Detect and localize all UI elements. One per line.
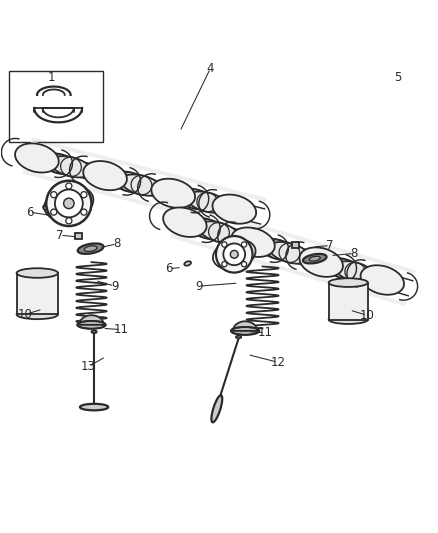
Text: 11: 11: [113, 323, 129, 336]
Ellipse shape: [17, 268, 58, 278]
Text: 5: 5: [394, 71, 401, 84]
Ellipse shape: [43, 205, 51, 209]
Text: 7: 7: [326, 239, 334, 252]
Text: 8: 8: [113, 237, 120, 251]
Circle shape: [51, 209, 57, 215]
Ellipse shape: [199, 221, 239, 243]
Ellipse shape: [328, 278, 368, 287]
Text: 1: 1: [48, 71, 55, 84]
Circle shape: [241, 262, 247, 267]
Text: 9: 9: [196, 280, 203, 293]
Circle shape: [55, 189, 83, 217]
Ellipse shape: [43, 204, 51, 209]
Ellipse shape: [187, 191, 228, 213]
Ellipse shape: [78, 321, 106, 329]
Text: 7: 7: [57, 229, 64, 241]
Ellipse shape: [92, 330, 97, 333]
Ellipse shape: [212, 195, 256, 224]
Text: 10: 10: [18, 308, 33, 321]
Ellipse shape: [328, 315, 368, 324]
Ellipse shape: [163, 207, 207, 237]
Ellipse shape: [51, 156, 92, 177]
Ellipse shape: [152, 179, 195, 208]
Text: 6: 6: [26, 206, 33, 219]
Ellipse shape: [39, 153, 80, 174]
Ellipse shape: [236, 336, 241, 338]
Circle shape: [222, 242, 227, 247]
Ellipse shape: [231, 327, 259, 335]
Text: 12: 12: [270, 356, 285, 369]
Ellipse shape: [335, 261, 375, 283]
Bar: [328, 282, 368, 320]
Ellipse shape: [17, 310, 58, 319]
Ellipse shape: [212, 395, 222, 422]
Circle shape: [223, 244, 245, 265]
Ellipse shape: [360, 265, 404, 295]
Ellipse shape: [15, 143, 59, 173]
Ellipse shape: [84, 246, 97, 252]
Circle shape: [66, 183, 72, 189]
Ellipse shape: [187, 218, 227, 240]
Text: 13: 13: [81, 360, 96, 373]
Circle shape: [64, 198, 74, 208]
Ellipse shape: [323, 258, 364, 280]
Text: 10: 10: [360, 309, 374, 322]
Circle shape: [241, 242, 247, 247]
Circle shape: [81, 192, 87, 198]
Ellipse shape: [303, 254, 327, 263]
Ellipse shape: [269, 242, 310, 264]
Ellipse shape: [231, 228, 275, 257]
Ellipse shape: [258, 238, 298, 260]
Ellipse shape: [121, 174, 162, 196]
Text: 11: 11: [257, 326, 272, 339]
Text: 4: 4: [207, 62, 214, 75]
Circle shape: [66, 218, 72, 224]
Circle shape: [51, 192, 57, 198]
Ellipse shape: [184, 261, 191, 265]
Ellipse shape: [300, 247, 343, 277]
Circle shape: [230, 251, 238, 258]
Circle shape: [46, 181, 92, 226]
Circle shape: [216, 236, 253, 272]
Polygon shape: [79, 315, 104, 325]
Bar: [292, 242, 299, 248]
Bar: [9, 71, 103, 142]
Ellipse shape: [78, 244, 103, 254]
Bar: [74, 232, 82, 239]
Ellipse shape: [175, 189, 216, 209]
Ellipse shape: [83, 161, 127, 190]
Ellipse shape: [309, 256, 320, 261]
Text: 8: 8: [350, 247, 357, 260]
Ellipse shape: [80, 404, 108, 410]
Text: 9: 9: [111, 280, 118, 293]
Circle shape: [222, 262, 227, 267]
Polygon shape: [233, 321, 257, 331]
Text: 6: 6: [165, 262, 173, 275]
Bar: [17, 273, 58, 314]
Circle shape: [81, 209, 87, 215]
Ellipse shape: [110, 172, 150, 192]
